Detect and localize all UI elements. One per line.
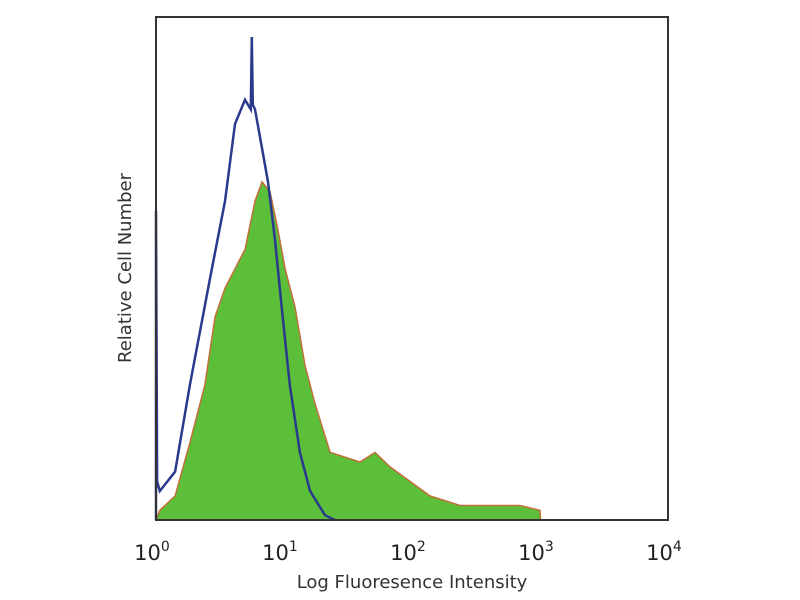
y-axis-label: Relative Cell Number: [115, 172, 136, 363]
filled-histogram-series: [154, 180, 542, 521]
plot-frame: [155, 16, 669, 521]
x-tick-label: 100: [134, 539, 170, 565]
x-tick-label: 101: [262, 539, 298, 565]
x-tick-label: 103: [518, 539, 554, 565]
x-axis-label: Log Fluoresence Intensity: [297, 572, 528, 593]
x-tick-label: 102: [390, 539, 426, 565]
x-tick-label: 104: [646, 539, 682, 565]
outline-histogram-series: [154, 36, 336, 522]
